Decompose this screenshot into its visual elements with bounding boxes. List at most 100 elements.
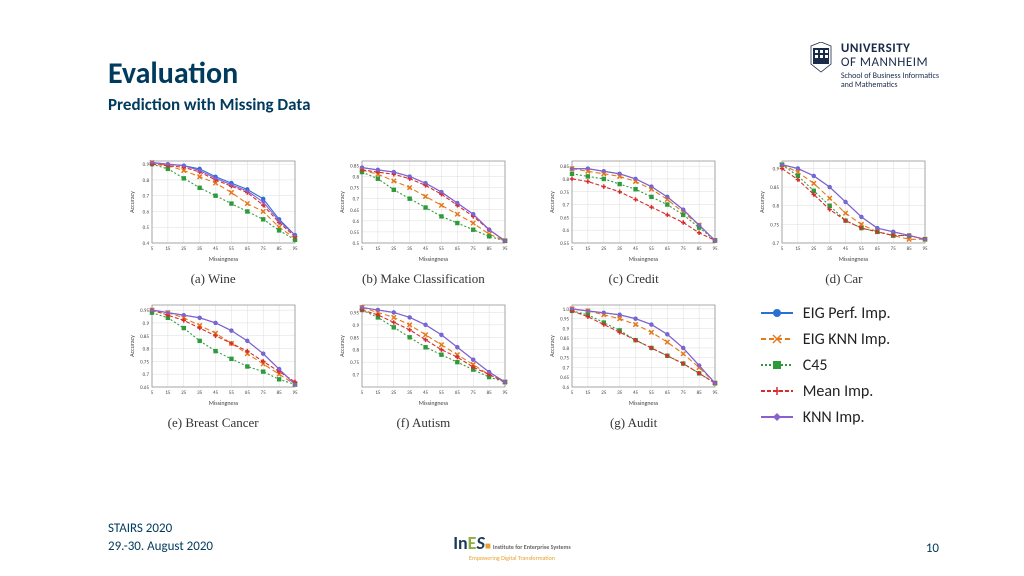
svg-text:45: 45 (213, 390, 219, 396)
svg-text:85: 85 (907, 246, 913, 252)
svg-text:55: 55 (649, 390, 655, 396)
svg-text:0.75: 0.75 (771, 222, 780, 228)
svg-text:Missingness: Missingness (208, 399, 238, 407)
svg-text:95: 95 (502, 246, 508, 252)
logo-mark-icon (807, 42, 835, 74)
svg-text:25: 25 (181, 390, 187, 396)
svg-text:0.75: 0.75 (350, 186, 359, 192)
svg-text:25: 25 (391, 246, 397, 252)
svg-text:0.65: 0.65 (350, 208, 359, 214)
svg-text:Missingness: Missingness (419, 399, 449, 407)
svg-text:0.7: 0.7 (563, 203, 570, 209)
svg-text:25: 25 (601, 246, 607, 252)
svg-text:0.8: 0.8 (773, 204, 780, 210)
footer-left: STAIRS 2020 29.-30. August 2020 (108, 520, 213, 556)
svg-text:0.5: 0.5 (353, 241, 360, 247)
legend-label: C45 (803, 356, 828, 375)
svg-text:15: 15 (585, 246, 591, 252)
svg-text:0.95: 0.95 (350, 310, 359, 316)
svg-text:75: 75 (260, 390, 266, 396)
svg-text:15: 15 (165, 246, 171, 252)
svg-text:75: 75 (681, 246, 687, 252)
svg-text:0.9: 0.9 (353, 323, 360, 329)
svg-text:0.8: 0.8 (563, 346, 570, 352)
svg-text:0.75: 0.75 (140, 359, 149, 365)
legend-item: KNN Imp. (759, 408, 939, 427)
svg-text:0.9: 0.9 (773, 166, 780, 172)
svg-text:Accuracy: Accuracy (128, 335, 136, 357)
svg-text:0.8: 0.8 (142, 178, 149, 184)
svg-text:35: 35 (407, 390, 413, 396)
svg-text:0.4: 0.4 (142, 241, 149, 247)
svg-text:Missingness: Missingness (629, 399, 659, 407)
svg-text:0.8: 0.8 (353, 175, 360, 181)
svg-text:0.9: 0.9 (142, 162, 149, 168)
chart-4: 0.650.70.750.80.850.90.95515253545556575… (118, 299, 308, 431)
page-subtitle: Prediction with Missing Data (108, 94, 311, 115)
svg-text:75: 75 (260, 246, 266, 252)
svg-text:65: 65 (244, 390, 250, 396)
svg-text:0.55: 0.55 (560, 241, 569, 247)
svg-text:0.5: 0.5 (142, 225, 149, 231)
svg-text:Accuracy: Accuracy (758, 191, 766, 213)
svg-text:15: 15 (375, 390, 381, 396)
svg-text:0.9: 0.9 (142, 321, 149, 327)
chart-5: 0.70.750.80.850.90.955152535455565758595… (328, 299, 518, 431)
svg-text:65: 65 (455, 390, 461, 396)
svg-text:0.9: 0.9 (563, 326, 570, 332)
svg-text:0.75: 0.75 (350, 360, 359, 366)
svg-text:0.8: 0.8 (142, 347, 149, 353)
svg-text:15: 15 (796, 246, 802, 252)
svg-text:Accuracy: Accuracy (548, 335, 556, 357)
legend-label: Mean Imp. (803, 382, 874, 401)
svg-text:55: 55 (439, 246, 445, 252)
chart-plot: 0.50.550.60.650.70.750.80.85515253545556… (336, 155, 511, 265)
legend-marker-icon (759, 306, 795, 320)
svg-text:95: 95 (292, 246, 298, 252)
chart-plot: 0.70.750.80.850.90.955152535455565758595… (336, 299, 511, 409)
svg-text:65: 65 (875, 246, 881, 252)
svg-text:55: 55 (439, 390, 445, 396)
svg-text:0.6: 0.6 (353, 219, 360, 225)
legend-label: KNN Imp. (803, 408, 865, 427)
legend-marker-icon (759, 384, 795, 398)
svg-text:5: 5 (781, 246, 784, 252)
chart-plot: 0.60.650.70.750.80.850.90.951.0515253545… (546, 299, 721, 409)
chart-caption: (a) Wine (191, 271, 236, 287)
svg-text:25: 25 (601, 390, 607, 396)
chart-caption: (e) Breast Cancer (168, 415, 259, 431)
chart-plot: 0.40.50.60.70.80.95152535455565758595Mis… (126, 155, 301, 265)
svg-text:0.7: 0.7 (142, 194, 149, 200)
svg-text:0.75: 0.75 (560, 356, 569, 362)
svg-text:15: 15 (375, 246, 381, 252)
svg-text:0.7: 0.7 (773, 241, 780, 247)
svg-text:5: 5 (361, 390, 364, 396)
svg-text:5: 5 (571, 390, 574, 396)
svg-text:0.65: 0.65 (140, 385, 149, 391)
chart-plot: 0.550.60.650.70.750.80.85515253545556575… (546, 155, 721, 265)
svg-text:35: 35 (197, 390, 203, 396)
legend-label: EIG KNN Imp. (803, 330, 890, 349)
svg-text:45: 45 (423, 246, 429, 252)
legend: EIG Perf. Imp. EIG KNN Imp. C45 Mean Imp. KN… (749, 299, 939, 431)
svg-text:15: 15 (165, 390, 171, 396)
svg-text:55: 55 (649, 246, 655, 252)
legend-marker-icon (759, 332, 795, 346)
svg-text:75: 75 (891, 246, 897, 252)
svg-text:0.65: 0.65 (560, 375, 569, 381)
svg-text:45: 45 (633, 246, 639, 252)
chart-plot: 0.650.70.750.80.850.90.95515253545556575… (126, 299, 301, 409)
svg-text:85: 85 (276, 246, 282, 252)
svg-text:1.0: 1.0 (563, 307, 570, 313)
header: Evaluation Prediction with Missing Data (108, 55, 311, 115)
svg-text:75: 75 (471, 246, 477, 252)
svg-text:45: 45 (633, 390, 639, 396)
legend-label: EIG Perf. Imp. (803, 304, 891, 323)
svg-text:5: 5 (150, 246, 153, 252)
svg-text:0.7: 0.7 (563, 365, 570, 371)
chart-plot: 0.70.750.80.850.95152535455565758595Miss… (756, 155, 931, 265)
svg-text:65: 65 (455, 246, 461, 252)
svg-text:55: 55 (229, 390, 235, 396)
conference-date: 29.-30. August 2020 (108, 538, 213, 556)
svg-text:Missingness: Missingness (419, 255, 449, 263)
